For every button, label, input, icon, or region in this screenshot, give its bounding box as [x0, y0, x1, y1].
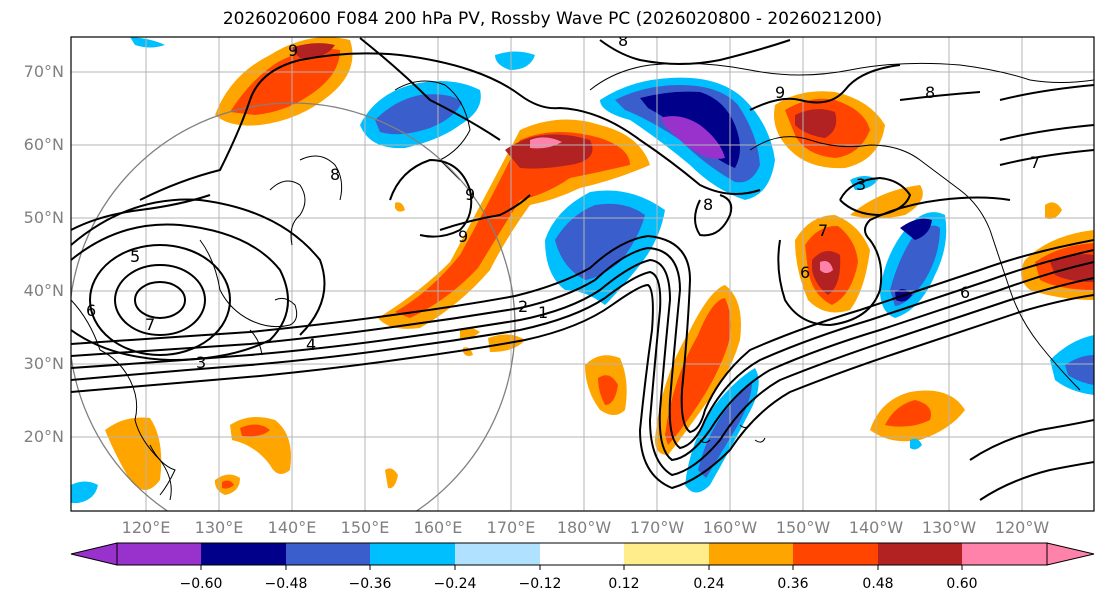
colorbar-bin [455, 543, 540, 565]
lon-label: 160°W [702, 518, 758, 537]
contour-label: 6 [86, 301, 96, 320]
lon-label: 130°E [194, 518, 244, 537]
colorbar-tick-label: 0.48 [862, 576, 894, 592]
colorbar-bin [286, 543, 370, 565]
colorbar-bin [540, 543, 624, 565]
lon-label: 140°W [848, 518, 904, 537]
colorbar-tick-label: −0.60 [179, 576, 223, 592]
colorbar-bin [878, 543, 962, 565]
lon-label: 150°W [775, 518, 831, 537]
contour-label: 2 [518, 297, 528, 316]
lon-label: 120°W [994, 518, 1050, 537]
lon-label: 140°E [267, 518, 317, 537]
colorbar-bin [370, 543, 455, 565]
contour-label: 8 [703, 195, 713, 214]
contour-label: 8 [330, 165, 340, 184]
lon-label: 170°E [486, 518, 536, 537]
lon-label: 120°E [121, 518, 171, 537]
contour-label: 9 [465, 185, 475, 204]
colorbar-tick-label: 0.36 [777, 576, 809, 592]
colorbar-extend-high [1046, 542, 1095, 566]
colorbar-bin [117, 543, 201, 565]
colorbar-tick-label: −0.36 [348, 576, 392, 592]
lon-label: 180°W [556, 518, 612, 537]
contour-label: 7 [818, 221, 828, 240]
coastlines [71, 62, 1094, 501]
contour-label: 3 [856, 175, 866, 194]
contour-labels: 9 8 8 9 9 8 5 6 7 4 3 2 1 6 7 9 8 7 6 3 [86, 31, 1040, 372]
positive-anomaly-shading [105, 37, 1094, 495]
lat-label: 70°N [23, 62, 64, 81]
graticule [71, 37, 1094, 511]
contour-label: 5 [130, 247, 140, 266]
contour-label: 7 [145, 315, 155, 334]
contour-label: 4 [306, 335, 316, 354]
pv-contours [71, 37, 1094, 501]
lon-label: 160°E [413, 518, 463, 537]
lat-label: 40°N [23, 281, 64, 300]
colorbar-extend-low [70, 542, 118, 566]
lon-label: 170°W [629, 518, 685, 537]
contour-label: 8 [618, 31, 628, 50]
lat-label: 30°N [23, 354, 64, 373]
colorbar-tick-label: −0.12 [518, 576, 562, 592]
colorbar-tick-label: 0.12 [608, 576, 640, 592]
colorbar-tick-label: −0.24 [433, 576, 477, 592]
lon-label: 130°W [921, 518, 977, 537]
contour-label: 9 [288, 41, 298, 60]
contour-label: 3 [196, 353, 206, 372]
contour-label: 6 [960, 283, 970, 302]
colorbar-bin [962, 543, 1047, 565]
colorbar-tick-label: 0.60 [946, 576, 978, 592]
contour-label: 6 [800, 263, 810, 282]
lat-label: 20°N [23, 427, 64, 446]
colorbar-tick-label: 0.24 [693, 576, 725, 592]
negative-anomaly-shading [71, 37, 1094, 503]
colorbar-tick-label: −0.48 [264, 576, 308, 592]
contour-label: 8 [925, 83, 935, 102]
map-title: 2026020600 F084 200 hPa PV, Rossby Wave … [222, 9, 883, 29]
colorbar-bin [201, 543, 286, 565]
lat-label: 50°N [23, 208, 64, 227]
colorbar [70, 542, 1095, 570]
map-frame [70, 36, 1095, 512]
colorbar-bin [709, 543, 793, 565]
lon-label: 150°E [340, 518, 390, 537]
contour-label: 9 [458, 227, 468, 246]
contour-label: 1 [538, 303, 548, 322]
contour-label: 9 [775, 83, 785, 102]
lat-label: 60°N [23, 135, 64, 154]
reference-circle [71, 102, 516, 511]
contour-label: 7 [1030, 153, 1040, 172]
colorbar-bin [793, 543, 878, 565]
colorbar-bin [624, 543, 709, 565]
